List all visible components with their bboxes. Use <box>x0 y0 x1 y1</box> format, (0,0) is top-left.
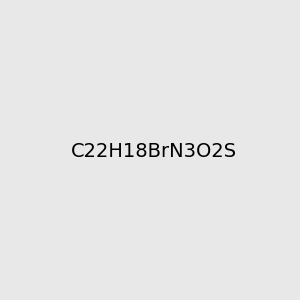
Text: C22H18BrN3O2S: C22H18BrN3O2S <box>71 142 237 161</box>
